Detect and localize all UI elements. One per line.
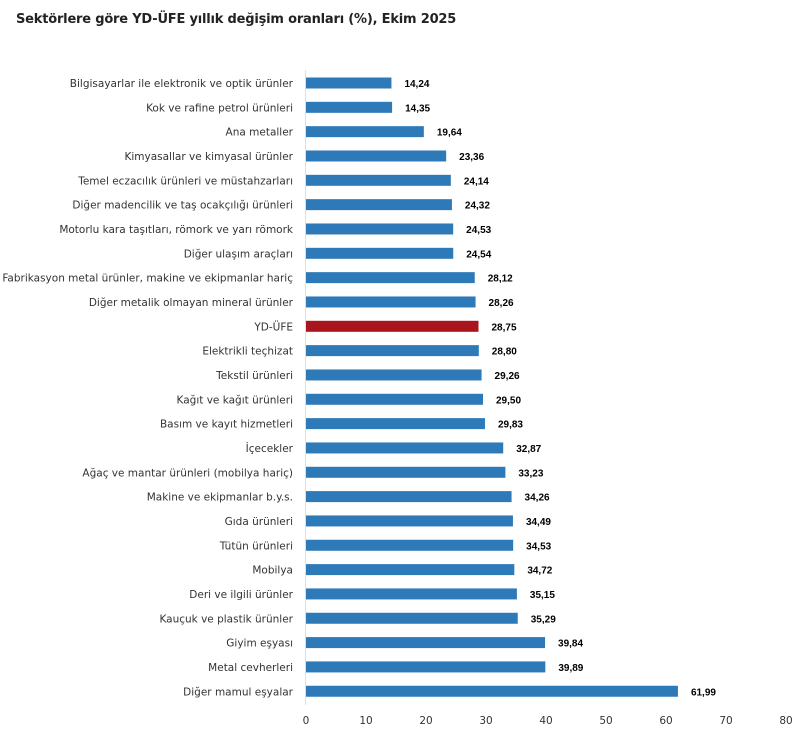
- data-label: 35,15: [530, 590, 555, 601]
- category-label: İçecekler: [246, 442, 294, 455]
- bar: [306, 126, 424, 138]
- category-label: Temel eczacılık ürünleri ve müstahzarlar…: [77, 175, 293, 187]
- bar: [306, 564, 515, 576]
- bar: [306, 150, 447, 162]
- category-label: Diğer madencilik ve taş ocakçılığı ürünl…: [72, 200, 293, 212]
- data-label: 34,72: [527, 566, 552, 577]
- category-label: Kimyasallar ve kimyasal ürünler: [124, 151, 293, 163]
- data-label: 14,24: [404, 79, 429, 90]
- data-label: 39,89: [558, 663, 583, 674]
- category-label: Deri ve ilgili ürünler: [189, 589, 293, 601]
- category-label: Tütün ürünleri: [219, 540, 293, 552]
- category-label: Diğer mamul eşyalar: [183, 686, 294, 698]
- data-label: 34,26: [525, 493, 550, 504]
- data-label: 34,53: [526, 541, 551, 552]
- data-label: 24,54: [466, 249, 491, 260]
- bar: [306, 685, 678, 697]
- bar: [306, 77, 392, 89]
- bar: [306, 272, 475, 284]
- x-tick-label: 50: [599, 715, 612, 727]
- bar: [306, 393, 483, 405]
- data-label: 28,12: [488, 274, 513, 285]
- bar: [306, 101, 393, 113]
- bar: [306, 320, 479, 332]
- x-tick-label: 10: [359, 715, 372, 727]
- data-label: 23,36: [459, 152, 484, 163]
- category-label: Fabrikasyon metal ürünler, makine ve eki…: [2, 273, 293, 285]
- category-label: Kauçuk ve plastik ürünler: [159, 613, 293, 625]
- category-label: Mobilya: [252, 565, 293, 577]
- bar: [306, 223, 454, 235]
- x-tick-label: 60: [659, 715, 672, 727]
- data-label: 34,49: [526, 517, 551, 528]
- data-label: 14,35: [405, 103, 430, 114]
- x-tick-label: 30: [479, 715, 492, 727]
- bar: [306, 296, 476, 308]
- category-label: Kok ve rafine petrol ürünleri: [146, 102, 293, 114]
- data-label: 29,50: [496, 395, 521, 406]
- data-label: 24,53: [466, 225, 491, 236]
- x-tick-label: 80: [779, 715, 792, 727]
- data-label: 24,32: [465, 201, 490, 212]
- category-label: Metal cevherleri: [208, 662, 293, 674]
- data-label: 28,26: [489, 298, 514, 309]
- data-label: 61,99: [691, 687, 716, 698]
- bar: [306, 466, 506, 478]
- x-tick-label: 0: [303, 715, 310, 727]
- category-label: Ağaç ve mantar ürünleri (mobilya hariç): [82, 467, 293, 479]
- data-label: 39,84: [558, 639, 583, 650]
- data-label: 19,64: [437, 128, 462, 139]
- category-label: Kağıt ve kağıt ürünleri: [177, 394, 293, 406]
- data-label: 28,80: [492, 347, 517, 358]
- category-label: Diğer ulaşım araçları: [184, 248, 293, 260]
- data-label: 28,75: [492, 322, 517, 333]
- category-label: Gıda ürünleri: [225, 516, 293, 528]
- bar: [306, 612, 518, 624]
- bar: [306, 588, 517, 600]
- x-tick-label: 40: [539, 715, 552, 727]
- bar: [306, 661, 546, 673]
- data-label: 29,26: [495, 371, 520, 382]
- category-label: YD-ÜFE: [253, 320, 293, 333]
- data-label: 24,14: [464, 176, 489, 187]
- bar: [306, 345, 479, 357]
- category-label: Diğer metalik olmayan mineral ürünler: [89, 297, 294, 309]
- bar: [306, 515, 513, 527]
- category-label: Basım ve kayıt hizmetleri: [160, 419, 293, 431]
- bar: [306, 539, 514, 551]
- x-tick-label: 70: [719, 715, 732, 727]
- data-label: 33,23: [518, 468, 543, 479]
- chart-title: Sektörlere göre YD-ÜFE yıllık değişim or…: [16, 12, 457, 27]
- x-tick-label: 20: [419, 715, 432, 727]
- category-label: Tekstil ürünleri: [215, 370, 293, 382]
- category-label: Giyim eşyası: [226, 638, 293, 650]
- bar: [306, 369, 482, 381]
- data-label: 35,29: [531, 614, 556, 625]
- category-label: Elektrikli teçhizat: [202, 346, 293, 358]
- bar: [306, 174, 451, 186]
- data-label: 29,83: [498, 420, 523, 431]
- category-label: Ana metaller: [226, 127, 294, 139]
- data-label: 32,87: [516, 444, 541, 455]
- bar: [306, 199, 452, 211]
- bar: [306, 418, 485, 430]
- category-label: Motorlu kara taşıtları, römork ve yarı r…: [59, 224, 294, 236]
- bar: [306, 247, 454, 259]
- bar: [306, 637, 546, 649]
- bar: [306, 491, 512, 503]
- category-label: Makine ve ekipmanlar b.y.s.: [147, 492, 293, 504]
- category-label: Bilgisayarlar ile elektronik ve optik ür…: [70, 78, 294, 90]
- bar: [306, 442, 504, 454]
